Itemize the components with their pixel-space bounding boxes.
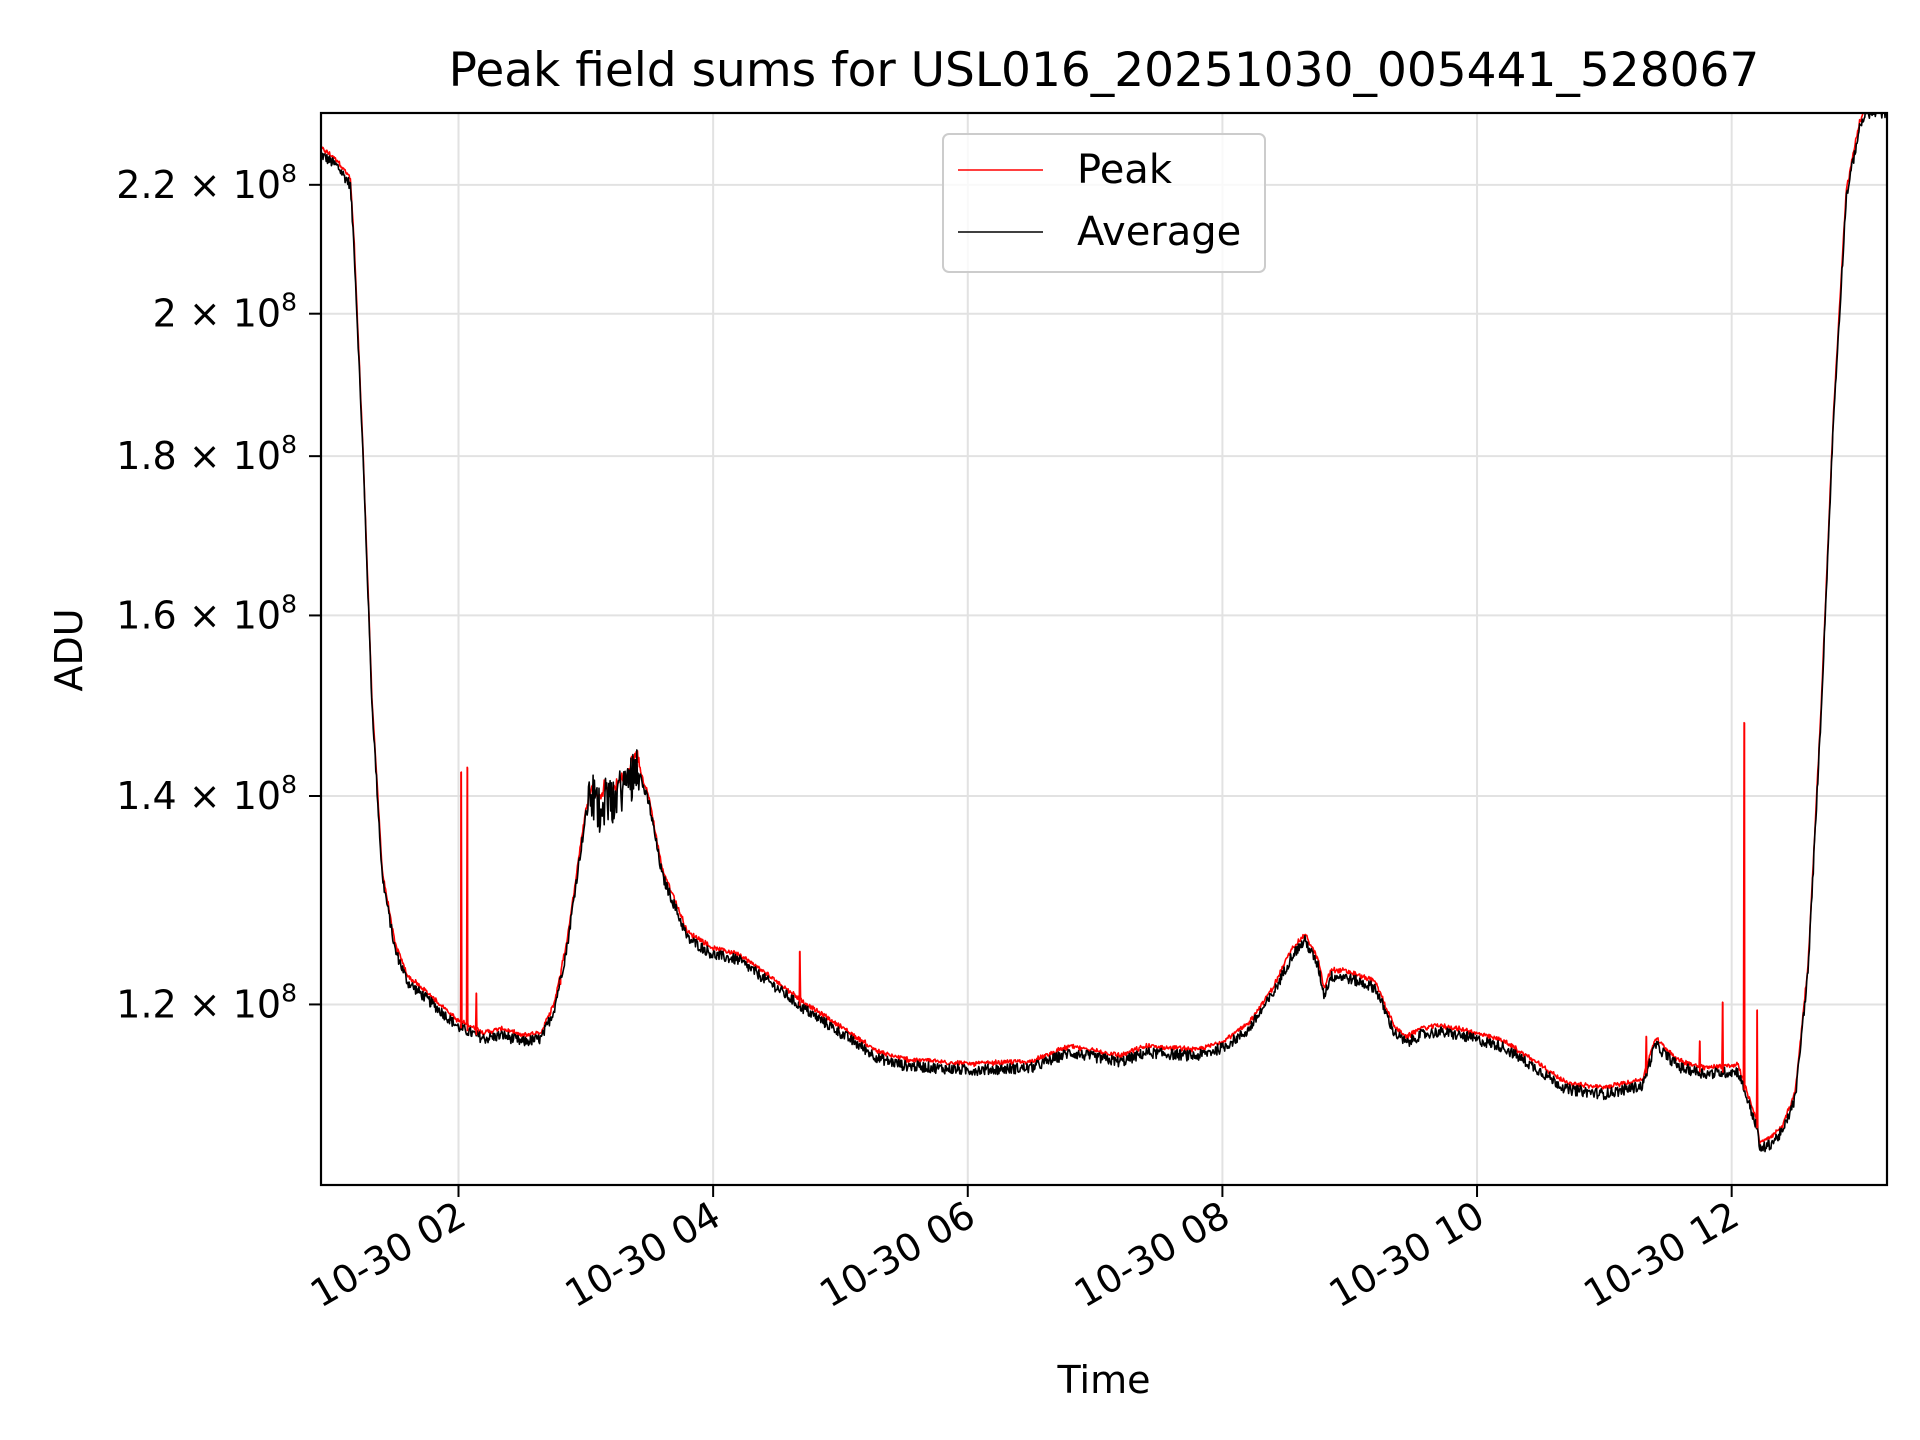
y-axis-label: ADU xyxy=(47,608,91,691)
x-axis-label: Time xyxy=(1057,1358,1151,1402)
y-tick-label: 1.4 × 108 xyxy=(116,770,297,818)
plot-frame xyxy=(319,111,1889,1187)
y-tick-label: 2.2 × 108 xyxy=(116,159,297,207)
y-tick-label: 1.6 × 108 xyxy=(116,589,297,637)
y-tick-label: 2 × 108 xyxy=(153,288,297,336)
y-tick-label: 1.2 × 108 xyxy=(116,978,297,1026)
series-peak-line xyxy=(321,113,1865,1145)
y-tick-label: 1.8 × 108 xyxy=(116,430,297,478)
y-axis: 1.2 × 108 1.4 × 108 1.6 × 108 1.8 × 108 2 × … xyxy=(116,159,321,1026)
series-average-line xyxy=(321,113,1887,1153)
legend-average-label: Average xyxy=(1077,209,1241,255)
chart-title: Peak field sums for USL016_20251030_0054… xyxy=(449,43,1760,98)
legend: Peak Average xyxy=(942,133,1266,273)
legend-box xyxy=(942,133,1266,273)
legend-peak-label: Peak xyxy=(1077,147,1173,193)
series-layer xyxy=(321,113,1887,1153)
grid xyxy=(321,113,1887,1185)
